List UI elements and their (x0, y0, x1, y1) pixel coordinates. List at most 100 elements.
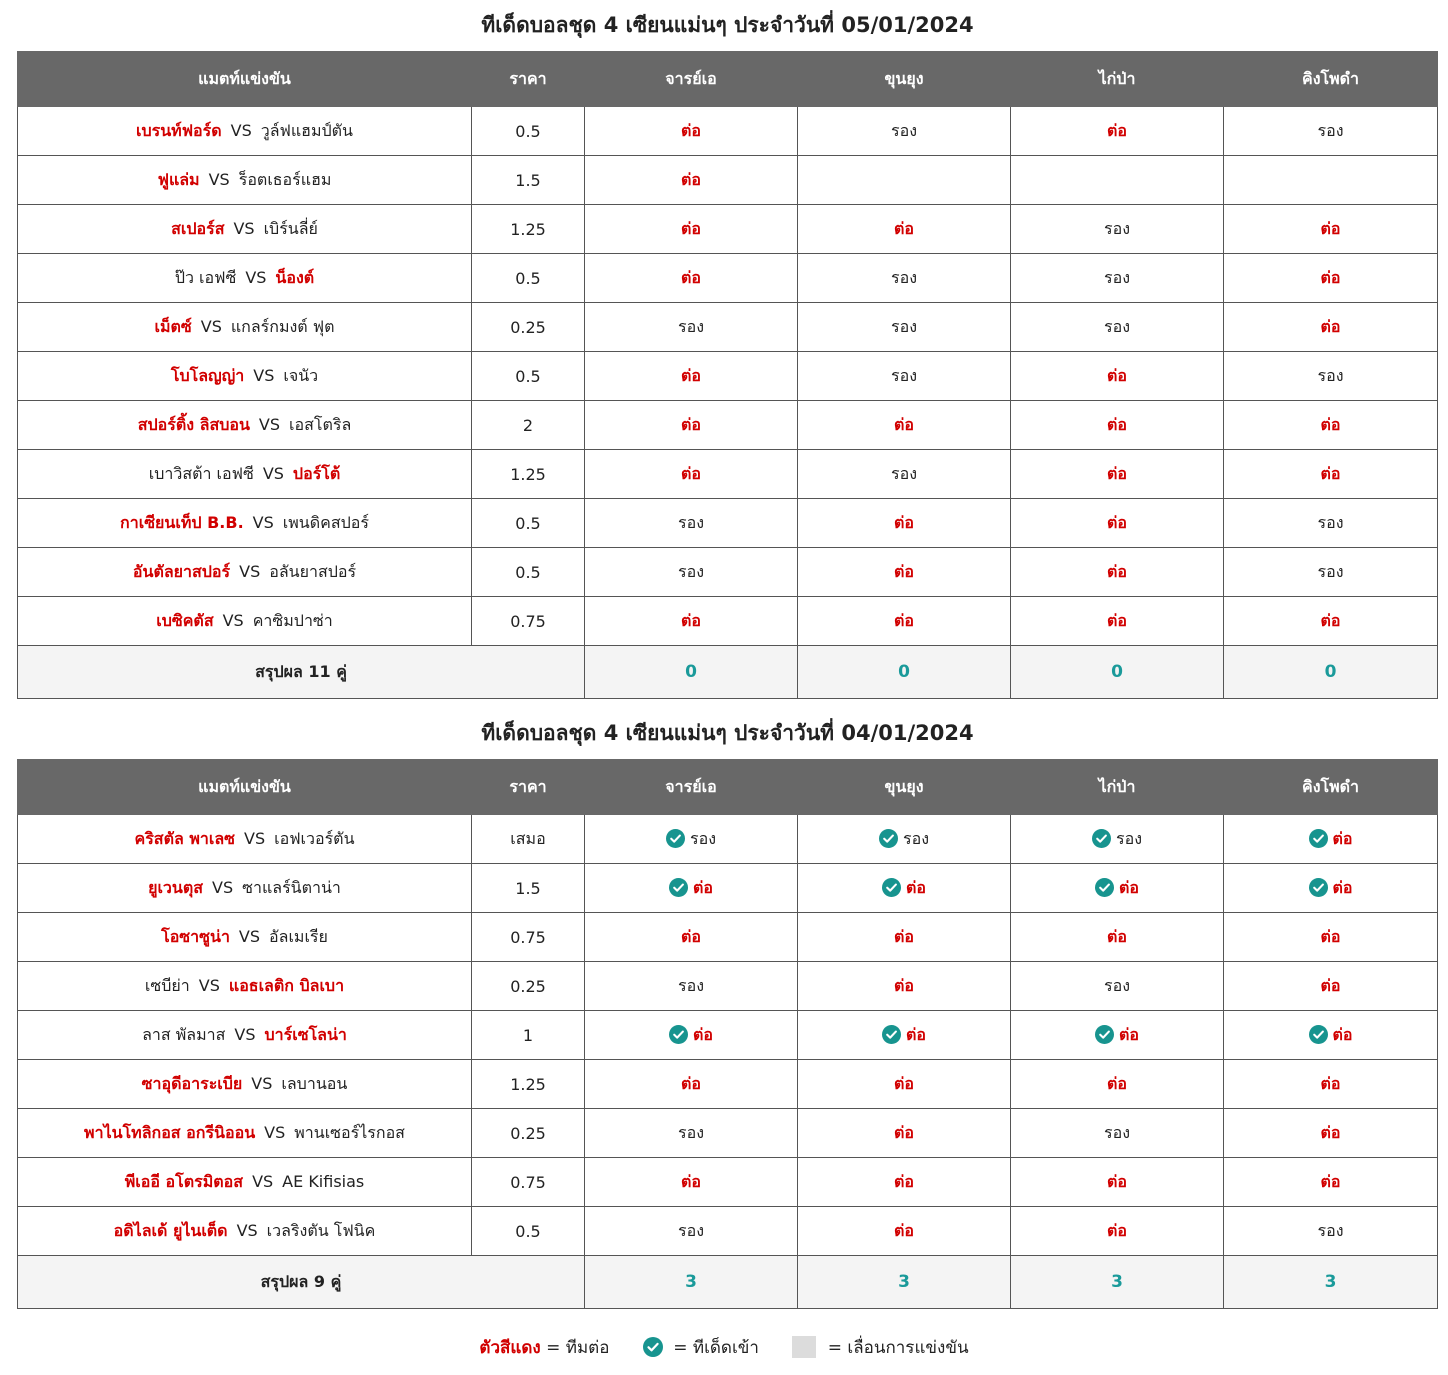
price-cell: 0.5 (471, 1206, 585, 1256)
match-cell: เม็ตซ์ VS แกลร์กมงต์ ฟุต (17, 302, 472, 352)
table-row: ป๊ว เอฟซี VS น็องต์ 0.5 ต่อ รอง รอง ต่อ (17, 253, 1438, 303)
away-team: เพนดิคสปอร์ (282, 512, 369, 532)
table-header-row: แมตท์แข่งขัน ราคา จารย์เอ ขุนยุง ไก่ป่า … (17, 759, 1438, 815)
away-team: ซาแลร์นิตาน่า (242, 877, 341, 897)
price-cell: 0.5 (471, 253, 585, 303)
away-team: พานเซอร์ไรกอส (294, 1122, 405, 1142)
table-row: ลาส พัลมาส VS บาร์เซโลน่า 1 ต่อ ต่อ ต่อ ต่อ (17, 1010, 1438, 1060)
home-team: โอซาซูน่า (161, 926, 230, 946)
pick-cell: รอง (1223, 498, 1438, 548)
pick-label: ต่อ (894, 218, 914, 238)
pick-label: ต่อ (1320, 1171, 1341, 1191)
check-icon (878, 828, 898, 848)
table-row: เซบีย่า VS แอธเลติก บิลเบา 0.25 รอง ต่อ รอง ต่อ (17, 961, 1438, 1011)
pick-cell: ต่อ (584, 863, 798, 913)
pick-label: ต่อ (681, 610, 701, 630)
pick-label: รอง (1317, 120, 1344, 140)
away-team: อลันยาสปอร์ (269, 561, 357, 581)
pick-label: ต่อ (1320, 316, 1341, 336)
pick-label: ต่อ (1320, 926, 1341, 946)
pick-label: รอง (1103, 1122, 1130, 1142)
home-team: เบรนท์ฟอร์ด (136, 120, 222, 140)
pick-cell: ต่อ (584, 1010, 798, 1060)
legend-red-text: ตัวสีแดง (479, 1338, 541, 1358)
check-icon (1308, 828, 1328, 848)
home-team: อันตัลยาสปอร์ (132, 561, 231, 581)
legend: ตัวสีแดง = ทีมต่อ = ทีเด็ดเข้า = เลื่อนก… (0, 1334, 1448, 1361)
pick-label: รอง (1317, 1220, 1344, 1240)
pick-label: ต่อ (1107, 120, 1127, 140)
legend-red: ตัวสีแดง = ทีมต่อ (479, 1334, 609, 1361)
vs-label: VS (239, 561, 261, 581)
header-tipster-d: คิงโพดำ (1223, 759, 1438, 815)
price-cell: 0.25 (471, 961, 585, 1011)
pick-cell: ต่อ (797, 596, 1011, 646)
pick-cell: รอง (797, 302, 1011, 352)
legend-postponed: = เลื่อนการแข่งขัน (792, 1334, 969, 1361)
price-cell: 1.25 (471, 449, 585, 499)
match-cell: เบาวิสต้า เอฟซี VS ปอร์โต้ (17, 449, 472, 499)
section-1: ทีเด็ดบอลชุด 4 เซียนแม่นๆ ประจำวันที่ 04… (17, 708, 1438, 1309)
price-cell: 1.25 (471, 204, 585, 254)
pick-label: ต่อ (1107, 926, 1127, 946)
price-cell: 0.5 (471, 351, 585, 401)
pick-label: ต่อ (1107, 1073, 1127, 1093)
match-cell: สปอร์ติ้ง ลิสบอน VS เอสโตริล (17, 400, 472, 450)
table-row: กาเซียนเท็ป B.B. VS เพนดิคสปอร์ 0.5 รอง ต่อ ต่… (17, 498, 1438, 548)
header-price: ราคา (471, 759, 585, 815)
pick-cell: รอง (1223, 106, 1438, 156)
home-team: ฟูแล่ม (157, 169, 200, 189)
home-team: ลาส พัลมาส (142, 1024, 226, 1044)
pick-label: ต่อ (894, 926, 914, 946)
summary-score: 3 (898, 1272, 910, 1292)
pick-cell: รอง (797, 106, 1011, 156)
pick-cell: รอง (1010, 961, 1224, 1011)
pick-cell: รอง (1223, 351, 1438, 401)
summary-row: สรุปผล 9 คู่ 3 3 3 3 (17, 1255, 1438, 1309)
table-row: อันตัลยาสปอร์ VS อลันยาสปอร์ 0.5 รอง ต่อ ต่อ รอ… (17, 547, 1438, 597)
price-cell: 0.75 (471, 1157, 585, 1207)
table-row: ซาอุดีอาระเบีย VS เลบานอน 1.25 ต่อ ต่อ ต่อ ต่อ (17, 1059, 1438, 1109)
legend-check-desc: = ทีเด็ดเข้า (673, 1338, 759, 1358)
header-tipster-a: จารย์เอ (584, 51, 798, 107)
pick-label: ต่อ (1320, 218, 1341, 238)
header-tipster-b: ขุนยุง (797, 759, 1011, 815)
match-cell: สเปอร์ส VS เบิร์นลี่ย์ (17, 204, 472, 254)
pick-label: ต่อ (1332, 1024, 1353, 1044)
table-row: ยูเวนตุส VS ซาแลร์นิตาน่า 1.5 ต่อ ต่อ ต่อ ต่อ (17, 863, 1438, 913)
home-team: โบโลญญ่า (170, 365, 245, 385)
pick-cell: ต่อ (797, 912, 1011, 962)
pick-cell: ต่อ (584, 400, 798, 450)
pick-label: รอง (677, 975, 704, 995)
match-cell: เบซิคตัส VS คาซิมปาซ่า (17, 596, 472, 646)
pick-label: ต่อ (681, 267, 701, 287)
home-team: เบาวิสต้า เอฟซี (148, 463, 254, 483)
pick-cell: ต่อ (1010, 449, 1224, 499)
pick-label: รอง (1103, 267, 1130, 287)
table-row: เม็ตซ์ VS แกลร์กมงต์ ฟุต 0.25 รอง รอง รอง ต่อ (17, 302, 1438, 352)
home-team: พีเออี อโตรมิตอส (124, 1171, 244, 1191)
tips-table: แมตท์แข่งขัน ราคา จารย์เอ ขุนยุง ไก่ป่า … (17, 51, 1438, 699)
legend-check: = ทีเด็ดเข้า (642, 1334, 759, 1361)
home-team: พาไนโทลิกอส อกรีนิออน (84, 1122, 256, 1142)
header-price: ราคา (471, 51, 585, 107)
check-icon (1095, 877, 1114, 897)
away-team: คาซิมปาซ่า (252, 610, 333, 630)
pick-label: ต่อ (894, 561, 914, 581)
summary-score-cell: 3 (584, 1255, 798, 1309)
pick-cell: ต่อ (797, 498, 1011, 548)
away-team: AE Kifisias (282, 1171, 365, 1191)
pick-label: ต่อ (1320, 610, 1341, 630)
pick-cell: ต่อ (797, 1108, 1011, 1158)
pick-cell: ต่อ (584, 912, 798, 962)
price-cell: 0.5 (471, 498, 585, 548)
pick-cell: รอง (1010, 253, 1224, 303)
pick-label: ต่อ (1332, 877, 1353, 897)
pick-cell: ต่อ (1010, 1206, 1224, 1256)
summary-score-cell: 0 (797, 645, 1011, 699)
vs-label: VS (245, 267, 267, 287)
pick-cell: ต่อ (1223, 1157, 1438, 1207)
pick-cell: ต่อ (584, 596, 798, 646)
match-cell: เบรนท์ฟอร์ด VS วูล์ฟแฮมป์ตัน (17, 106, 472, 156)
summary-score-cell: 3 (1223, 1255, 1438, 1309)
